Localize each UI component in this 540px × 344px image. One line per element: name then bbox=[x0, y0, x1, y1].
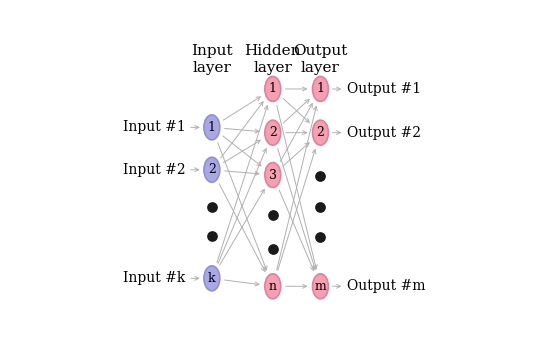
Text: Output #1: Output #1 bbox=[347, 82, 421, 96]
Point bbox=[268, 212, 277, 217]
Text: 2: 2 bbox=[316, 126, 325, 139]
Text: 1: 1 bbox=[208, 121, 216, 134]
Text: Output
layer: Output layer bbox=[293, 44, 348, 75]
Text: Input #2: Input #2 bbox=[123, 163, 185, 177]
Ellipse shape bbox=[265, 76, 281, 101]
Text: Output #2: Output #2 bbox=[347, 126, 421, 140]
Text: m: m bbox=[315, 280, 326, 293]
Text: 1: 1 bbox=[269, 83, 277, 95]
Text: 2: 2 bbox=[208, 163, 216, 176]
Text: Input #1: Input #1 bbox=[123, 120, 185, 135]
Point bbox=[316, 174, 325, 179]
Point bbox=[268, 246, 277, 252]
Ellipse shape bbox=[204, 115, 220, 140]
Text: 3: 3 bbox=[269, 169, 277, 182]
Text: 1: 1 bbox=[316, 83, 325, 95]
Ellipse shape bbox=[265, 274, 281, 299]
Ellipse shape bbox=[313, 274, 328, 299]
Text: k: k bbox=[208, 272, 215, 285]
Text: Input #k: Input #k bbox=[123, 271, 185, 285]
Text: n: n bbox=[269, 280, 277, 293]
Ellipse shape bbox=[265, 163, 281, 187]
Ellipse shape bbox=[265, 120, 281, 145]
Text: Input
layer: Input layer bbox=[191, 44, 233, 75]
Point bbox=[316, 235, 325, 240]
Ellipse shape bbox=[204, 157, 220, 182]
Ellipse shape bbox=[204, 266, 220, 291]
Point bbox=[316, 204, 325, 209]
Ellipse shape bbox=[313, 76, 328, 101]
Point bbox=[207, 204, 216, 209]
Text: Hidden
layer: Hidden layer bbox=[245, 44, 301, 75]
Text: 2: 2 bbox=[269, 126, 276, 139]
Text: Output #m: Output #m bbox=[347, 279, 426, 293]
Ellipse shape bbox=[313, 120, 328, 145]
Point bbox=[207, 233, 216, 239]
